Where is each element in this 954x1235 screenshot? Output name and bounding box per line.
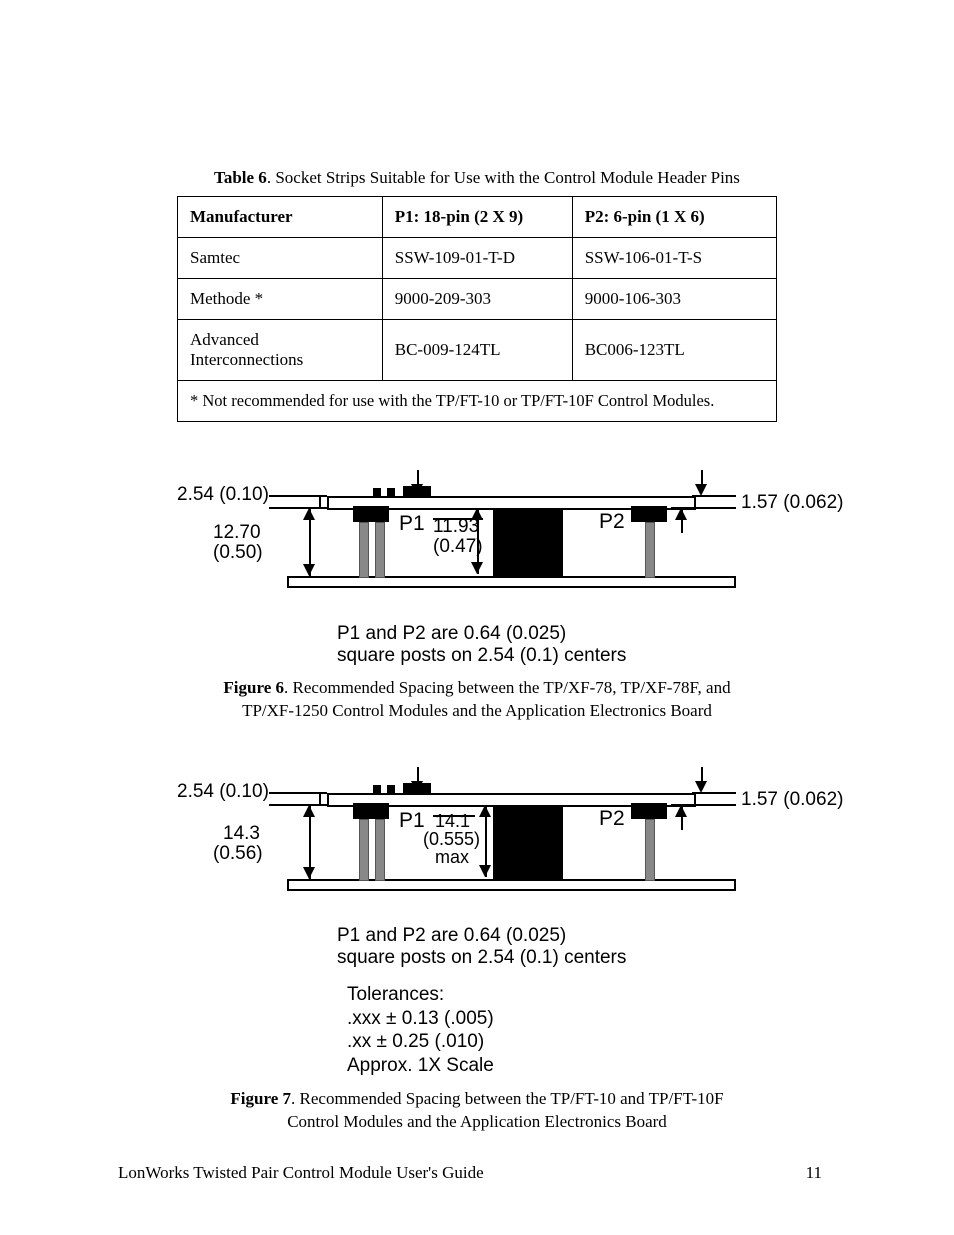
- cell: BC-009-124TL: [382, 320, 572, 381]
- tol-2: .xx ± 0.25 (.010): [347, 1031, 484, 1052]
- posts-line1: P1 and P2 are 0.64 (0.025): [337, 623, 566, 644]
- dim-comp: 11.93: [433, 516, 479, 538]
- cell: 9000-106-303: [572, 279, 776, 320]
- table-row: Samtec SSW-109-01-T-D SSW-106-01-T-S: [178, 238, 777, 279]
- figure6-caption: Figure 6. Recommended Spacing between th…: [209, 677, 745, 723]
- dim-gap: 12.70: [213, 522, 261, 544]
- dim-gap-in: (0.50): [213, 542, 263, 564]
- page: Table 6. Socket Strips Suitable for Use …: [0, 0, 954, 1235]
- figure7-caption: Figure 7. Recommended Spacing between th…: [209, 1088, 745, 1134]
- figure6-diagram: 2.54 (0.10) 12.70 (0.50) 11.93 (0.47) P1…: [177, 462, 777, 607]
- dim-top-thickness: 2.54 (0.10): [177, 484, 269, 506]
- dim-comp-in: (0.47): [433, 536, 483, 558]
- tol-1: .xxx ± 0.13 (.005): [347, 1008, 494, 1029]
- table-row: Methode * 9000-209-303 9000-106-303: [178, 279, 777, 320]
- figure6-posts-note: P1 and P2 are 0.64 (0.025) square posts …: [337, 623, 777, 667]
- table-header-row: Manufacturer P1: 18-pin (2 X 9) P2: 6-pi…: [178, 197, 777, 238]
- dim-pcb: 1.57 (0.062): [741, 789, 843, 811]
- page-number: 11: [806, 1163, 822, 1183]
- table6-title-bold: Table 6: [214, 168, 267, 187]
- table-footnote-row: * Not recommended for use with the TP/FT…: [178, 381, 777, 422]
- table-row: Advanced Interconnections BC-009-124TL B…: [178, 320, 777, 381]
- tol-0: Tolerances:: [347, 984, 444, 1005]
- dim-comp-max: max: [435, 847, 469, 868]
- figure6-caption-rest: . Recommended Spacing between the TP/XF-…: [242, 678, 731, 720]
- figure7-caption-bold: Figure 7: [230, 1089, 291, 1108]
- footer-text: LonWorks Twisted Pair Control Module Use…: [118, 1163, 484, 1182]
- table6-title: Table 6. Socket Strips Suitable for Use …: [118, 168, 836, 188]
- table6-title-rest: . Socket Strips Suitable for Use with th…: [267, 168, 740, 187]
- p2-label: P2: [599, 510, 625, 534]
- cell: SSW-106-01-T-S: [572, 238, 776, 279]
- figure7-block: 2.54 (0.10) 14.3 (0.56) 14.1 (0.555) max…: [177, 759, 777, 1134]
- posts-line2: square posts on 2.54 (0.1) centers: [337, 947, 626, 968]
- figure7-tolerances: Tolerances: .xxx ± 0.13 (.005) .xx ± 0.2…: [347, 983, 777, 1078]
- cell: Methode *: [178, 279, 383, 320]
- tol-3: Approx. 1X Scale: [347, 1055, 494, 1076]
- cell: BC006-123TL: [572, 320, 776, 381]
- figure6-block: 2.54 (0.10) 12.70 (0.50) 11.93 (0.47) P1…: [177, 462, 777, 723]
- th-manufacturer: Manufacturer: [178, 197, 383, 238]
- figure7-diagram: 2.54 (0.10) 14.3 (0.56) 14.1 (0.555) max…: [177, 759, 777, 909]
- page-footer: LonWorks Twisted Pair Control Module Use…: [118, 1163, 822, 1183]
- p2-label: P2: [599, 807, 625, 831]
- cell: SSW-109-01-T-D: [382, 238, 572, 279]
- posts-line2: square posts on 2.54 (0.1) centers: [337, 645, 626, 666]
- cell: Advanced Interconnections: [178, 320, 383, 381]
- dim-top-thickness: 2.54 (0.10): [177, 781, 269, 803]
- th-p2: P2: 6-pin (1 X 6): [572, 197, 776, 238]
- figure7-posts-note: P1 and P2 are 0.64 (0.025) square posts …: [337, 925, 777, 969]
- cell: 9000-209-303: [382, 279, 572, 320]
- th-p1: P1: 18-pin (2 X 9): [382, 197, 572, 238]
- cell: Samtec: [178, 238, 383, 279]
- table-footnote: * Not recommended for use with the TP/FT…: [178, 381, 777, 422]
- p1-label: P1: [399, 809, 425, 833]
- figure7-caption-rest: . Recommended Spacing between the TP/FT-…: [287, 1089, 723, 1131]
- p1-label: P1: [399, 512, 425, 536]
- table6: Manufacturer P1: 18-pin (2 X 9) P2: 6-pi…: [177, 196, 777, 422]
- dim-pcb: 1.57 (0.062): [741, 492, 843, 514]
- dim-gap: 14.3: [223, 823, 260, 845]
- figure6-caption-bold: Figure 6: [223, 678, 284, 697]
- dim-gap-in: (0.56): [213, 843, 263, 865]
- posts-line1: P1 and P2 are 0.64 (0.025): [337, 925, 566, 946]
